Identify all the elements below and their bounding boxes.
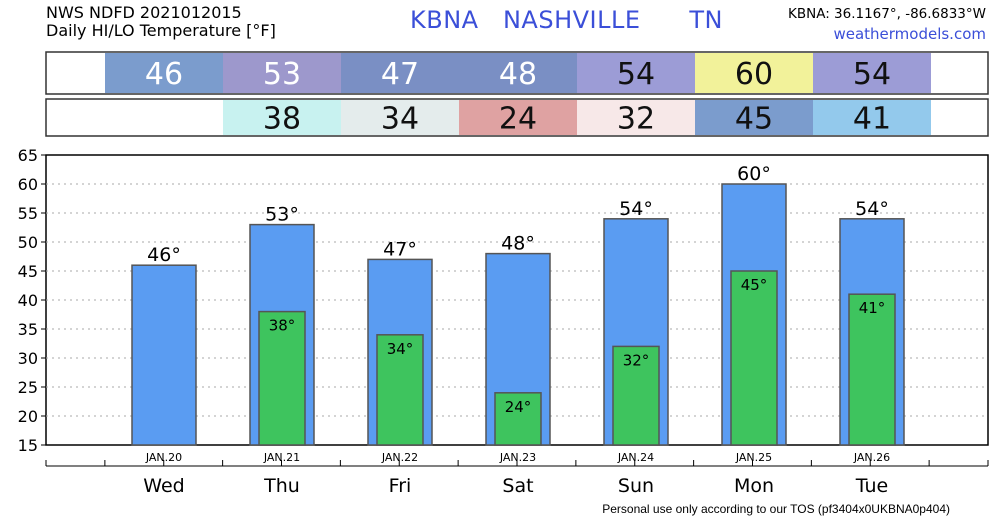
hi-cell-value: 54	[853, 57, 891, 92]
day-label: Sun	[618, 475, 654, 497]
high-bar-label: 53°	[265, 204, 299, 226]
hi-cell-value: 46	[145, 57, 183, 92]
lo-cell-value: 41	[853, 102, 891, 137]
y-tick-label: 45	[18, 262, 38, 281]
low-bar-label: 41°	[859, 299, 886, 317]
low-bar-label: 32°	[623, 351, 650, 369]
header-right: KBNA: 36.1167°, -86.6833°W weathermodels…	[788, 4, 986, 44]
lo-cell	[341, 100, 459, 135]
site-link[interactable]: weathermodels.com	[833, 25, 986, 43]
y-tick-label: 15	[18, 436, 38, 455]
lo-cell-value: 32	[617, 102, 655, 137]
hi-cell	[577, 53, 695, 93]
low-bar-label: 38°	[269, 317, 296, 335]
date-label: JAN.24	[617, 451, 654, 464]
high-bar-label: 48°	[501, 233, 535, 255]
hi-cell	[459, 53, 577, 93]
date-label: JAN.25	[735, 451, 772, 464]
day-label: Wed	[143, 475, 184, 497]
day-label: Thu	[263, 475, 300, 497]
date-label: JAN.21	[263, 451, 300, 464]
header-left: NWS NDFD 2021012015 Daily HI/LO Temperat…	[46, 4, 276, 40]
y-tick-label: 40	[18, 291, 38, 310]
date-label: JAN.20	[145, 451, 182, 464]
low-bar	[730, 270, 778, 446]
lo-cell	[223, 100, 341, 135]
day-label: Sat	[502, 475, 533, 497]
day-label: Tue	[855, 475, 888, 497]
lo-cell	[695, 100, 813, 135]
low-bar-label: 45°	[741, 276, 768, 294]
high-bar-label: 54°	[619, 198, 653, 220]
y-tick-label: 65	[18, 146, 38, 165]
high-bar-label: 47°	[383, 238, 417, 260]
y-tick-label: 25	[18, 378, 38, 397]
hi-cell-value: 53	[263, 57, 301, 92]
station-title: KBNA NASHVILLE TN	[410, 6, 723, 34]
day-label: Fri	[389, 475, 412, 497]
low-bar	[612, 345, 660, 446]
lo-cell-value: 34	[381, 102, 419, 137]
hi-cell	[223, 53, 341, 93]
y-tick-label: 20	[18, 407, 38, 426]
lo-cell	[813, 100, 931, 135]
source-line: NWS NDFD 2021012015	[46, 3, 242, 22]
high-bar-label: 46°	[147, 244, 181, 266]
city-name: NASHVILLE	[502, 6, 641, 34]
y-tick-label: 60	[18, 175, 38, 194]
date-label: JAN.26	[853, 451, 890, 464]
hi-cell-value: 47	[381, 57, 419, 92]
lo-cell	[577, 100, 695, 135]
low-bar-label: 24°	[505, 398, 532, 416]
y-tick-label: 35	[18, 320, 38, 339]
hi-cell	[105, 53, 223, 93]
y-tick-label: 30	[18, 349, 38, 368]
low-bar	[848, 293, 896, 446]
hi-cell	[813, 53, 931, 93]
low-bar	[494, 392, 542, 446]
y-tick-label: 50	[18, 233, 38, 252]
date-label: JAN.22	[381, 451, 418, 464]
hi-cell	[341, 53, 459, 93]
date-label: JAN.23	[499, 451, 536, 464]
low-bar-label: 34°	[387, 340, 414, 358]
hi-cell-value: 48	[499, 57, 537, 92]
day-label: Mon	[734, 475, 774, 497]
low-bar	[376, 334, 424, 446]
station-id: KBNA	[410, 6, 479, 34]
hi-cell-value: 54	[617, 57, 655, 92]
high-bar-label: 54°	[855, 198, 889, 220]
state-name: TN	[689, 6, 723, 34]
high-bar	[131, 264, 197, 446]
lo-cell-value: 38	[263, 102, 301, 137]
lo-cell-value: 45	[735, 102, 773, 137]
high-bar-label: 60°	[737, 163, 771, 185]
lo-cell	[459, 100, 577, 135]
station-coords: KBNA: 36.1167°, -86.6833°W	[787, 6, 986, 22]
low-bar	[258, 310, 306, 446]
hi-cell-value: 60	[735, 57, 773, 92]
hi-cell	[695, 53, 813, 93]
footer-disclaimer: Personal use only according to our TOS (…	[602, 502, 950, 516]
product-line: Daily HI/LO Temperature [°F]	[46, 21, 276, 40]
lo-cell-value: 24	[499, 102, 537, 137]
y-tick-label: 55	[18, 204, 38, 223]
